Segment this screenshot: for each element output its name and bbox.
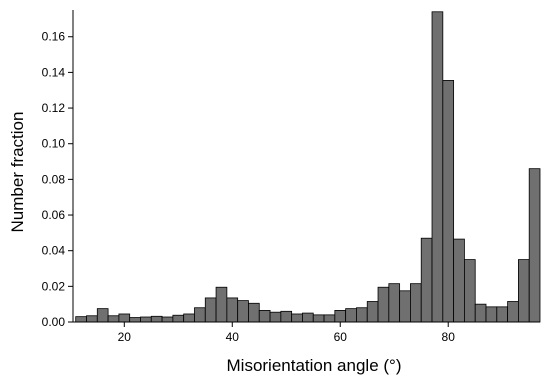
histogram-bar [280,310,293,323]
y-tick-label: 0.00 [42,315,66,329]
histogram-bar [204,297,217,323]
histogram-bar [323,314,336,323]
histogram-bar [269,311,282,323]
y-tick-label: 0.02 [42,279,66,293]
histogram-bar [453,238,465,323]
histogram-bar [496,306,509,323]
x-tick-label: 80 [442,330,456,344]
histogram-bar [528,168,541,323]
histogram-bar [96,308,109,323]
x-axis-title: Misorientation angle (°) [227,356,402,375]
histogram-bar [366,301,379,323]
y-tick-label: 0.10 [42,137,66,151]
histogram-bar [258,310,271,323]
y-ticks-group: 0.00 0.02 0.04 0.06 0.08 0.10 0.12 0.14 0.16 [42,30,73,329]
y-tick-label: 0.04 [42,244,66,258]
y-tick-label: 0.12 [42,101,66,115]
histogram-bar [377,286,390,323]
x-ticks-group: 20 40 60 80 [118,322,456,344]
histogram-bar [334,310,347,323]
histogram-bar [129,317,141,323]
histogram-bar [140,316,152,323]
histogram-bar [86,315,98,323]
histogram-bar [172,314,185,323]
histogram-bar [194,307,206,323]
histogram-bar [237,300,249,323]
histogram-bar [474,303,487,323]
histogram-bar [302,312,314,323]
histogram-bar [399,290,411,323]
bars-group [75,11,541,323]
histogram-bar [161,316,174,323]
histogram-bar [226,297,239,323]
histogram-bar [388,283,401,323]
histogram-bar [485,306,498,323]
histogram-bar [183,313,195,323]
y-tick-label: 0.06 [42,208,66,222]
histogram-bar [464,259,476,323]
histogram-bar [215,286,228,323]
histogram-bar [507,301,519,323]
histogram-bar [420,237,433,323]
histogram-bar [345,308,357,323]
y-tick-label: 0.08 [42,172,66,186]
histogram-bar [410,283,422,323]
histogram-bar [75,316,87,323]
x-tick-label: 60 [334,330,348,344]
histogram-bar [248,302,260,323]
histogram-bar [107,315,120,323]
x-tick-label: 40 [226,330,240,344]
y-tick-label: 0.14 [42,65,66,79]
histogram-bar [291,313,303,323]
histogram-bar [518,259,530,323]
histogram-bar [442,80,455,323]
histogram-bar [150,315,163,323]
histogram-bar [356,307,368,323]
y-tick-label: 0.16 [42,30,66,44]
y-axis-title: Number fraction [8,112,27,233]
x-tick-label: 20 [118,330,132,344]
axes-group [72,10,540,323]
histogram-bar [431,11,444,323]
histogram-bar [118,313,131,323]
histogram-bar [312,314,325,323]
